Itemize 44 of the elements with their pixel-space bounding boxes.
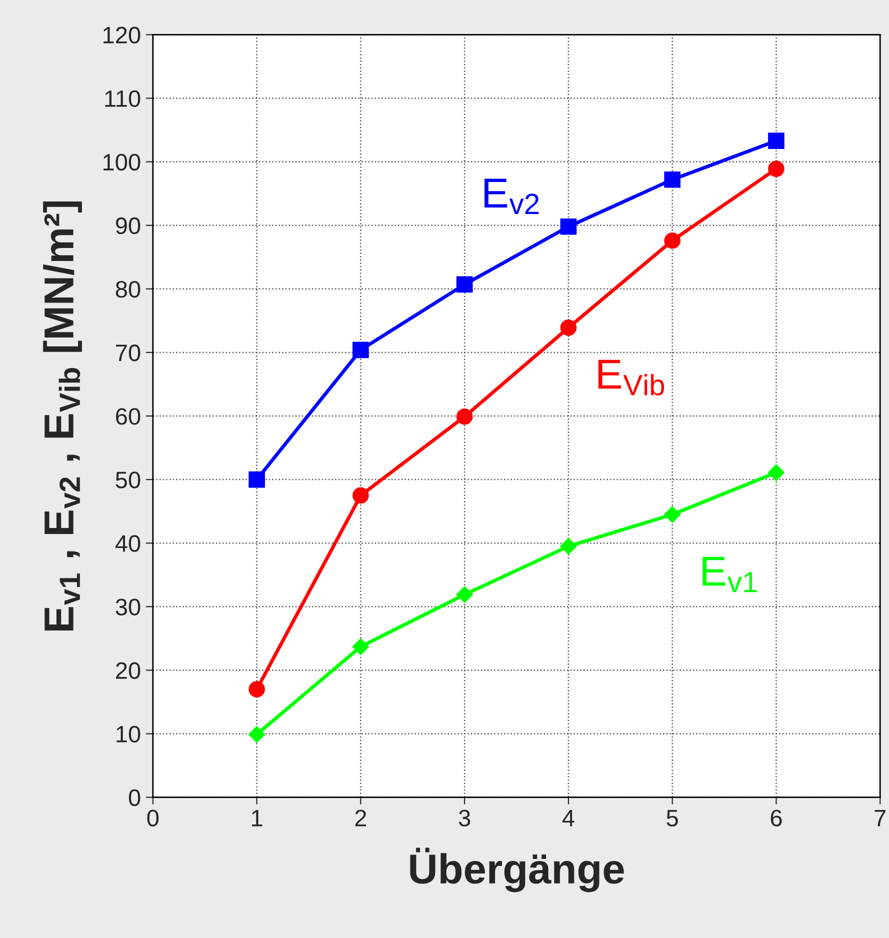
- y-tick-label: 50: [116, 472, 140, 488]
- series-label: E$_{v2}$: [484, 178, 539, 214]
- x-axis-title: Übergänge: [410, 848, 624, 892]
- point: [456, 586, 473, 603]
- y-tick-label: 70: [116, 344, 140, 362]
- point: [248, 726, 266, 743]
- x-tick-label: 4: [562, 810, 574, 826]
- point: [248, 681, 265, 698]
- y-tick-label: 120: [104, 26, 140, 44]
- x-tick-label: 2: [355, 810, 366, 826]
- y-tick-label: 100: [104, 154, 140, 171]
- point: [352, 487, 369, 504]
- x-tick-label: 5: [666, 810, 678, 826]
- point: [560, 218, 577, 235]
- y-tick-label: 40: [115, 535, 140, 552]
- point: [456, 276, 473, 293]
- y-tick-label: 0: [128, 789, 140, 806]
- y-tick-label: 30: [116, 598, 140, 616]
- series-label: E$_{Vib}$: [598, 360, 664, 396]
- point: [352, 638, 370, 656]
- x-tick-label: 0: [147, 810, 159, 826]
- point: [248, 471, 265, 488]
- y-tick-label: 10: [116, 726, 140, 743]
- point: [560, 538, 577, 555]
- x-tick-label: 7: [874, 810, 886, 826]
- point: [768, 132, 784, 149]
- x-tick-label: 1: [252, 810, 262, 826]
- x-tick-label: 3: [458, 810, 470, 826]
- point: [768, 160, 784, 177]
- point: [664, 171, 680, 188]
- y-tick-label: 80: [116, 280, 140, 298]
- point: [352, 342, 369, 358]
- point: [664, 506, 681, 523]
- point: [456, 408, 473, 425]
- point: [664, 232, 680, 249]
- y-axis-title: E$_{v1}$ , E$_{v2}$ , E$_{Vib}$ [MN/m²]: [43, 201, 82, 631]
- y-tick-label: 20: [116, 662, 140, 679]
- y-tick-label: 110: [105, 90, 140, 108]
- series-label: E$_{v1}$: [702, 556, 757, 592]
- y-tick-label: 90: [116, 217, 140, 234]
- x-tick-label: 6: [770, 810, 782, 826]
- point: [560, 320, 577, 336]
- point: [768, 464, 785, 481]
- y-tick-label: 60: [116, 408, 140, 425]
